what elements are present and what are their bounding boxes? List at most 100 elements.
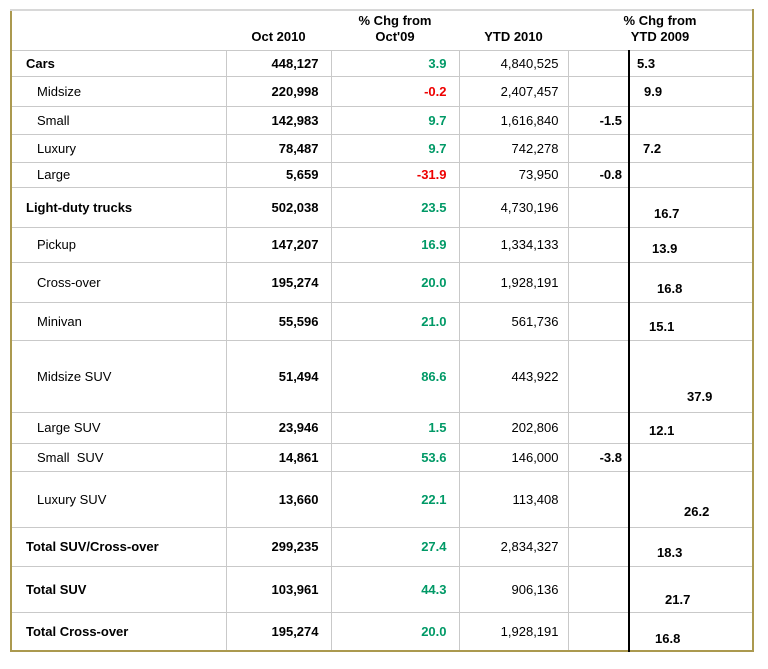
category-cell: Total SUV — [10, 565, 227, 613]
header-category — [11, 10, 226, 51]
mid-cell — [567, 565, 630, 613]
oct-2010-cell: 78,487 — [225, 133, 332, 163]
pct-chg-ytd-cell: 16.8 — [627, 611, 754, 652]
pct-chg-ytd-cell: 7.2 — [627, 133, 754, 163]
pct-chg-ytd-cell: 12.1 — [627, 411, 754, 444]
pct-chg-oct-cell: 21.0 — [330, 301, 460, 341]
pct-chg-ytd-cell: 26.2 — [627, 470, 754, 528]
pct-chg-ytd-cell — [627, 442, 754, 472]
category-cell: Pickup — [10, 226, 227, 263]
pct-chg-ytd-cell: 18.3 — [627, 526, 754, 567]
pct-chg-ytd-cell: 9.9 — [627, 75, 754, 107]
mid-cell: -3.8 — [567, 442, 630, 472]
pct-chg-ytd-cell: 21.7 — [627, 565, 754, 613]
ytd-2010-cell: 1,928,191 — [458, 611, 569, 652]
mid-cell — [567, 301, 630, 341]
ytd-2010-cell: 561,736 — [458, 301, 569, 341]
table-row-light-duty-trucks: Light-duty trucks 502,038 23.5 4,730,196… — [10, 186, 754, 228]
pct-chg-oct-cell: 1.5 — [330, 411, 460, 444]
table-row-total-cross-over: Total Cross-over 195,274 20.0 1,928,191 … — [10, 611, 754, 652]
oct-2010-cell: 23,946 — [225, 411, 332, 444]
oct-2010-cell: 55,596 — [225, 301, 332, 341]
table-row-cross-over: Cross-over 195,274 20.0 1,928,191 16.8 — [10, 261, 754, 303]
table-row-large: Large 5,659 -31.9 73,950 -0.8 — [10, 161, 754, 188]
category-cell: Large SUV — [10, 411, 227, 444]
category-cell: Light-duty trucks — [10, 186, 227, 228]
pct-chg-oct-cell: 23.5 — [330, 186, 460, 228]
ytd-2010-cell: 4,730,196 — [458, 186, 569, 228]
pct-chg-oct-cell: 27.4 — [330, 526, 460, 567]
category-cell: Total SUV/Cross-over — [10, 526, 227, 567]
pct-chg-ytd-cell: 15.1 — [627, 301, 754, 341]
ytd-2010-cell: 146,000 — [458, 442, 569, 472]
category-cell: Midsize — [10, 75, 227, 107]
oct-2010-cell: 5,659 — [225, 161, 332, 188]
pct-chg-oct-cell: 3.9 — [330, 49, 460, 77]
header-pct-chg-oct: % Chg from Oct'09 — [331, 10, 459, 51]
category-cell: Midsize SUV — [10, 339, 227, 413]
ytd-2010-cell: 742,278 — [458, 133, 569, 163]
table-row-luxury: Luxury 78,487 9.7 742,278 7.2 — [10, 133, 754, 163]
category-cell: Small — [10, 105, 227, 135]
table-row-minivan: Minivan 55,596 21.0 561,736 15.1 — [10, 301, 754, 341]
pct-chg-oct-cell: 86.6 — [330, 339, 460, 413]
mid-cell — [567, 75, 630, 107]
oct-2010-cell: 51,494 — [225, 339, 332, 413]
oct-2010-cell: 448,127 — [225, 49, 332, 77]
table-row-cars: Cars 448,127 3.9 4,840,525 5.3 — [10, 49, 754, 77]
category-cell: Cars — [10, 49, 227, 77]
oct-2010-cell: 299,235 — [225, 526, 332, 567]
pct-chg-ytd-cell: 13.9 — [627, 226, 754, 263]
ytd-2010-cell: 73,950 — [458, 161, 569, 188]
header-pct-chg-ytd: % Chg from YTD 2009 — [568, 10, 754, 51]
table-row-luxury-suv: Luxury SUV 13,660 22.1 113,408 26.2 — [10, 470, 754, 528]
mid-cell — [567, 133, 630, 163]
pct-chg-oct-cell: -31.9 — [330, 161, 460, 188]
mid-cell — [567, 470, 630, 528]
mid-cell — [567, 261, 630, 303]
mid-cell: -0.8 — [567, 161, 630, 188]
ytd-2010-cell: 906,136 — [458, 565, 569, 613]
mid-cell — [567, 611, 630, 652]
oct-2010-cell: 195,274 — [225, 611, 332, 652]
oct-2010-cell: 220,998 — [225, 75, 332, 107]
ytd-2010-cell: 2,834,327 — [458, 526, 569, 567]
category-cell: Total Cross-over — [10, 611, 227, 652]
mid-cell — [567, 226, 630, 263]
ytd-2010-cell: 2,407,457 — [458, 75, 569, 107]
category-cell: Minivan — [10, 301, 227, 341]
pct-chg-ytd-cell: 37.9 — [627, 339, 754, 413]
mid-cell: -1.5 — [567, 105, 630, 135]
table-row-small: Small 142,983 9.7 1,616,840 -1.5 — [10, 105, 754, 135]
oct-2010-cell: 14,861 — [225, 442, 332, 472]
oct-2010-cell: 195,274 — [225, 261, 332, 303]
pct-chg-ytd-cell: 16.7 — [627, 186, 754, 228]
oct-2010-cell: 502,038 — [225, 186, 332, 228]
table-row-pickup: Pickup 147,207 16.9 1,334,133 13.9 — [10, 226, 754, 263]
pct-chg-oct-cell: 20.0 — [330, 611, 460, 652]
category-cell: Small SUV — [10, 442, 227, 472]
ytd-2010-cell: 1,616,840 — [458, 105, 569, 135]
header-oct-2010: Oct 2010 — [226, 10, 331, 51]
mid-cell — [567, 186, 630, 228]
mid-cell — [567, 411, 630, 444]
pct-chg-oct-cell: 9.7 — [330, 105, 460, 135]
table-row-midsize: Midsize 220,998 -0.2 2,407,457 9.9 — [10, 75, 754, 107]
pct-chg-oct-cell: -0.2 — [330, 75, 460, 107]
pct-chg-ytd-cell: 16.8 — [627, 261, 754, 303]
pct-chg-oct-cell: 20.0 — [330, 261, 460, 303]
table-row-small-suv: Small SUV 14,861 53.6 146,000 -3.8 — [10, 442, 754, 472]
pct-chg-oct-cell: 9.7 — [330, 133, 460, 163]
ytd-2010-cell: 202,806 — [458, 411, 569, 444]
ytd-2010-cell: 1,928,191 — [458, 261, 569, 303]
pct-chg-oct-cell: 16.9 — [330, 226, 460, 263]
ytd-2010-cell: 4,840,525 — [458, 49, 569, 77]
mid-cell — [567, 49, 630, 77]
oct-2010-cell: 103,961 — [225, 565, 332, 613]
category-cell: Large — [10, 161, 227, 188]
ytd-2010-cell: 1,334,133 — [458, 226, 569, 263]
pct-chg-oct-cell: 53.6 — [330, 442, 460, 472]
ytd-2010-cell: 443,922 — [458, 339, 569, 413]
header-ytd-2010: YTD 2010 — [459, 10, 568, 51]
